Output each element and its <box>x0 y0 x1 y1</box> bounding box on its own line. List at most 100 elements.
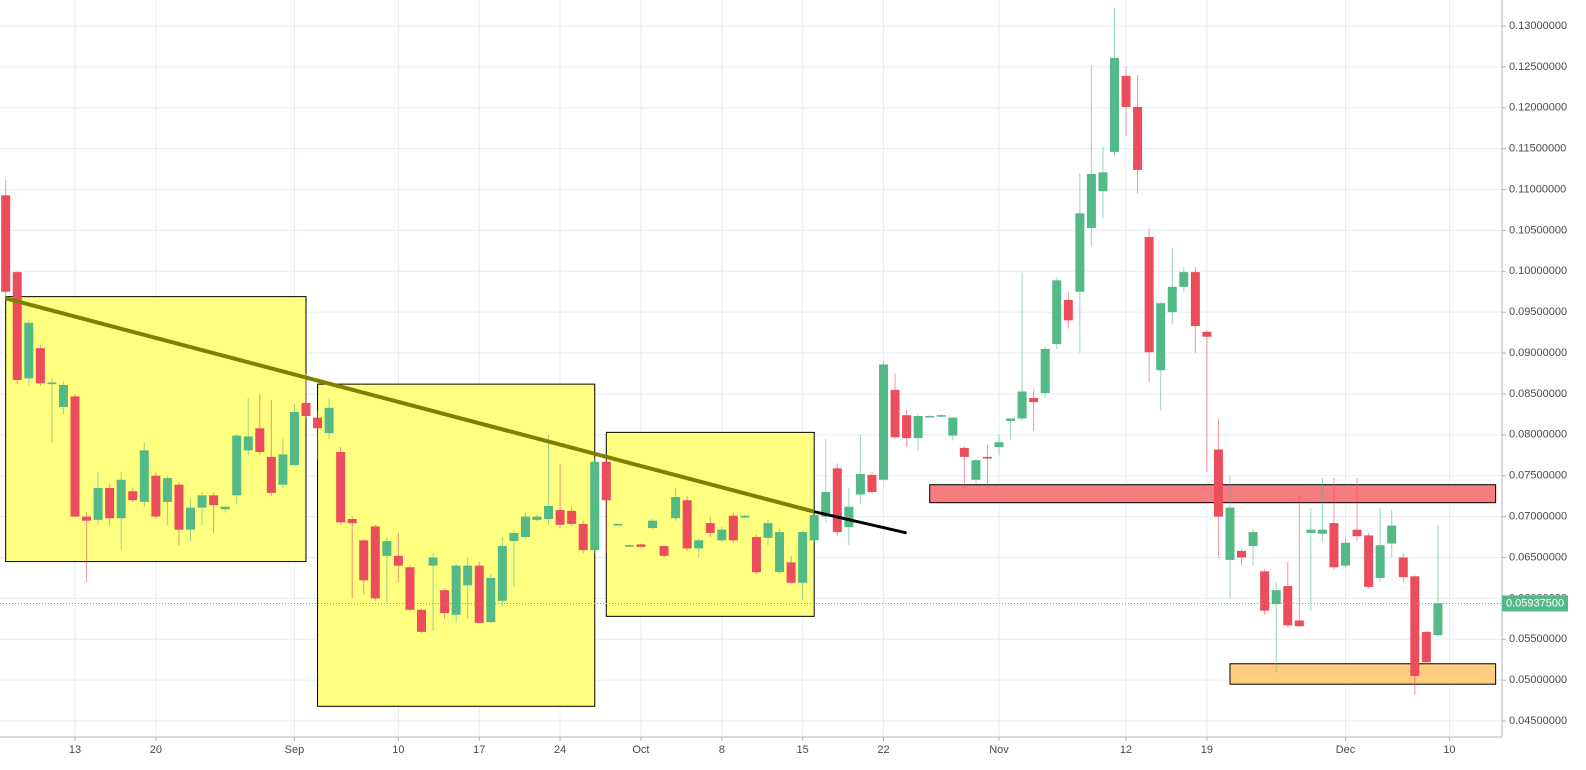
candle-body <box>648 520 657 529</box>
candle-body <box>624 545 634 547</box>
x-tick-label: Nov <box>989 744 1009 756</box>
candle-body <box>370 526 380 599</box>
candle-body <box>555 510 565 525</box>
x-tick-label: 20 <box>150 744 162 756</box>
y-tick-label: 0.11000000 <box>1509 183 1566 195</box>
candle-body <box>232 435 242 496</box>
candle-body <box>636 544 646 547</box>
candle-body <box>139 450 149 502</box>
candle-body <box>890 389 900 438</box>
candle-body <box>382 541 392 556</box>
last-price-label: 0.05937500 <box>1506 597 1564 609</box>
candle-body <box>1029 398 1039 403</box>
candle-body <box>1410 576 1420 677</box>
candle-body <box>1040 348 1050 394</box>
candle-body <box>1006 418 1016 421</box>
x-tick-label: 8 <box>719 744 725 756</box>
x-tick-label: 10 <box>392 744 404 756</box>
y-tick-label: 0.12500000 <box>1509 61 1567 73</box>
candle-body <box>925 416 935 418</box>
trend-line <box>5 296 815 514</box>
y-tick-label: 0.09000000 <box>1509 347 1567 359</box>
candle-body <box>347 519 357 524</box>
candle-body <box>902 415 912 439</box>
candle-body <box>301 402 311 417</box>
candle-body <box>1341 542 1350 566</box>
x-tick-label: 19 <box>1201 744 1213 756</box>
candle-body <box>936 415 946 417</box>
candle-body <box>763 523 773 538</box>
candle-body <box>671 496 681 519</box>
candle-body <box>24 322 34 379</box>
x-tick-label: 13 <box>69 744 81 756</box>
candle-body <box>128 491 138 501</box>
y-tick-label: 0.06500000 <box>1509 551 1567 563</box>
candle-body <box>1375 545 1385 578</box>
y-tick-label: 0.13000000 <box>1509 20 1567 32</box>
y-tick-label: 0.07000000 <box>1509 510 1567 522</box>
candle-body <box>844 506 854 528</box>
y-tick-label: 0.07500000 <box>1509 470 1567 482</box>
candle-body <box>509 532 519 542</box>
candle-body <box>1075 213 1085 292</box>
candle-body <box>1260 571 1270 611</box>
candle-body <box>786 562 796 583</box>
annotation-box <box>929 484 1497 504</box>
candle-body <box>1098 172 1108 192</box>
candle-body <box>417 609 426 632</box>
x-tick-label: 22 <box>877 744 889 756</box>
candle-body <box>1190 272 1200 327</box>
x-tick-label: Sep <box>285 744 305 756</box>
candle-body <box>82 516 92 521</box>
y-tick-label: 0.08000000 <box>1509 429 1567 441</box>
candle-body <box>243 436 253 451</box>
candle-body <box>266 456 276 493</box>
y-tick-label: 0.10500000 <box>1509 224 1567 236</box>
candle-body <box>463 565 473 586</box>
candle-body <box>174 484 184 530</box>
candle-body <box>694 540 704 549</box>
candle-body <box>740 515 750 518</box>
candle-body <box>1133 106 1143 170</box>
candle-body <box>590 461 600 551</box>
candle-body <box>186 507 195 530</box>
y-tick-label: 0.05500000 <box>1509 633 1567 645</box>
candle-body <box>1063 299 1073 321</box>
candle-body <box>35 348 45 384</box>
candle-body <box>705 523 715 533</box>
candle-body <box>336 451 346 523</box>
candle-body <box>867 474 877 493</box>
candle-body <box>1121 75 1131 107</box>
candle-body <box>1433 603 1443 636</box>
candle-body <box>1202 331 1212 337</box>
candle-body <box>289 411 299 466</box>
candle-body <box>982 456 992 459</box>
candle-body <box>162 478 172 502</box>
candle-body <box>405 567 415 610</box>
candle-body <box>717 529 727 541</box>
y-tick-label: 0.11500000 <box>1509 143 1566 155</box>
candle-body <box>93 487 103 520</box>
trend-line <box>813 510 907 535</box>
candle-body <box>855 474 865 495</box>
candle-body <box>1225 507 1235 560</box>
candle-body <box>948 417 958 436</box>
candle-body <box>1387 525 1397 544</box>
candle-body <box>544 505 554 520</box>
candle-body <box>832 468 842 533</box>
candle-body <box>151 475 161 517</box>
candle-body <box>12 272 22 381</box>
candle-body <box>1248 532 1258 547</box>
candle-body <box>1352 529 1362 537</box>
candle-body <box>1052 280 1062 345</box>
y-tick-label: 0.10000000 <box>1509 265 1567 277</box>
x-tick-label: 15 <box>797 744 809 756</box>
candle-body <box>567 510 577 524</box>
candle-body <box>278 454 288 485</box>
candle-body <box>959 447 969 457</box>
candle-body <box>313 417 323 429</box>
y-tick-label: 0.09500000 <box>1509 306 1567 318</box>
candle-body <box>751 537 761 573</box>
candle-body <box>1306 529 1316 533</box>
